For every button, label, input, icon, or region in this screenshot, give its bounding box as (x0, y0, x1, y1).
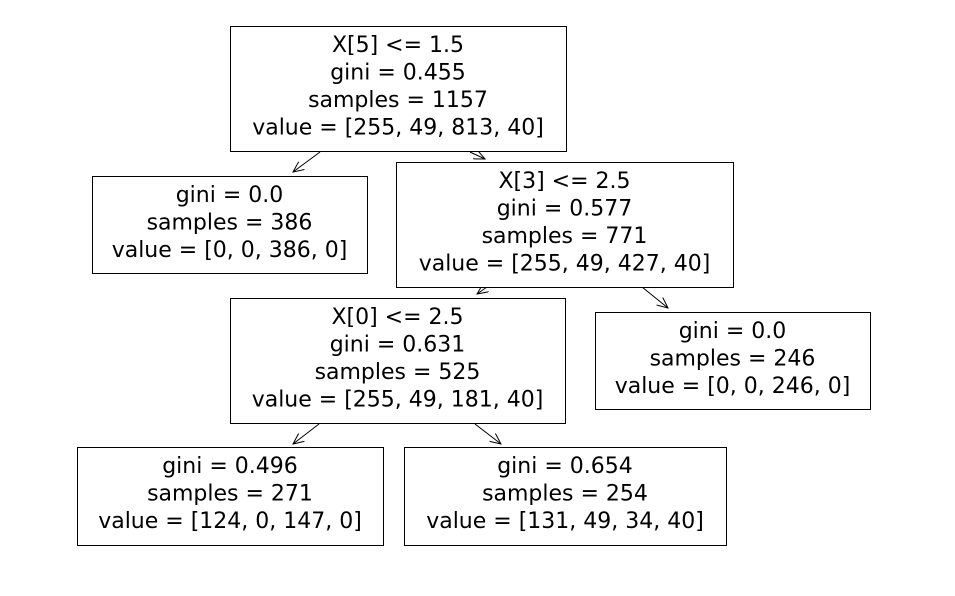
node-line: samples = 386 (147, 211, 313, 236)
node-line: gini = 0.496 (162, 454, 298, 479)
edge-n3-n6-arrow (474, 423, 501, 444)
node-line: value = [0, 0, 246, 0] (615, 374, 851, 399)
node-line: samples = 246 (650, 347, 816, 372)
node-line: X[5] <= 1.5 (332, 33, 464, 58)
edge-n3-n5-arrow (293, 423, 320, 444)
node-line: X[3] <= 2.5 (498, 169, 630, 194)
node-box (230, 26, 567, 152)
node-line: X[0] <= 2.5 (331, 305, 463, 330)
node-box (77, 447, 384, 546)
node-line: gini = 0.0 (176, 183, 284, 208)
edge-n2-n4-arrow (641, 286, 668, 308)
node-box (92, 176, 368, 274)
node-line: samples = 525 (315, 360, 481, 385)
node-line: gini = 0.654 (497, 454, 633, 479)
edges-layer (293, 152, 668, 444)
node-line: samples = 271 (147, 482, 313, 507)
node-line: value = [255, 49, 427, 40] (419, 252, 711, 277)
node-box (404, 447, 727, 546)
edge-n0-n2-arrow (469, 152, 485, 159)
node-line: samples = 1157 (308, 88, 488, 113)
node-line: value = [0, 0, 386, 0] (112, 238, 348, 263)
node-line: gini = 0.0 (679, 319, 787, 344)
node-line: samples = 771 (482, 224, 648, 249)
edge-n0-n1-arrow (293, 151, 321, 172)
node-box (230, 298, 566, 424)
node-box (595, 312, 871, 410)
node-box (396, 162, 734, 288)
node-line: gini = 0.577 (497, 197, 633, 222)
node-line: value = [255, 49, 181, 40] (252, 388, 544, 413)
node-line: samples = 254 (482, 482, 648, 507)
node-line: gini = 0.455 (330, 61, 466, 86)
node-line: value = [124, 0, 147, 0] (98, 509, 362, 534)
node-line: value = [131, 49, 34, 40] (426, 509, 704, 534)
node-line: value = [255, 49, 813, 40] (252, 116, 544, 141)
edge-n2-n3-arrow (477, 287, 487, 294)
node-line: gini = 0.631 (330, 333, 466, 358)
